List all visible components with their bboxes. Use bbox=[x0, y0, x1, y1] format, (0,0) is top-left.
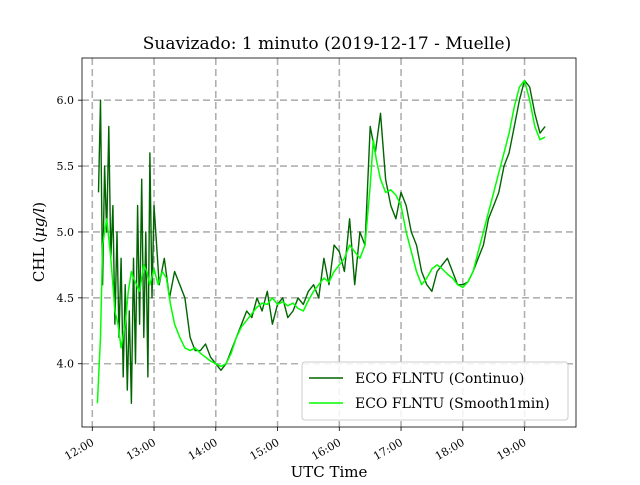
y-tick-label: 4.5 bbox=[57, 292, 75, 305]
legend: ECO FLNTU (Continuo) ECO FLNTU (Smooth1m… bbox=[301, 361, 569, 421]
series-line-1 bbox=[96, 79, 546, 404]
x-axis-label: UTC Time bbox=[291, 463, 368, 480]
y-tick-label: 6.0 bbox=[57, 94, 75, 107]
y-tick-label: 5.5 bbox=[57, 160, 75, 173]
y-tick-label: 4.0 bbox=[57, 358, 75, 371]
series-lines bbox=[96, 79, 546, 404]
legend-box bbox=[301, 361, 569, 421]
y-tick-label: 5.0 bbox=[57, 226, 75, 239]
legend-label-continuo: ECO FLNTU (Continuo) bbox=[355, 371, 524, 387]
plot-frame bbox=[81, 57, 577, 428]
legend-label-smooth: ECO FLNTU (Smooth1min) bbox=[355, 396, 550, 412]
y-axis-label-prefix: CHL ( bbox=[30, 237, 48, 282]
y-axis-label: CHL (μg/l) bbox=[30, 202, 48, 282]
y-axis-label-unit: μg/l bbox=[30, 208, 48, 237]
y-axis-label-suffix: ) bbox=[30, 202, 48, 208]
chart-title: Suavizado: 1 minuto (2019-12-17 - Muelle… bbox=[143, 34, 511, 54]
